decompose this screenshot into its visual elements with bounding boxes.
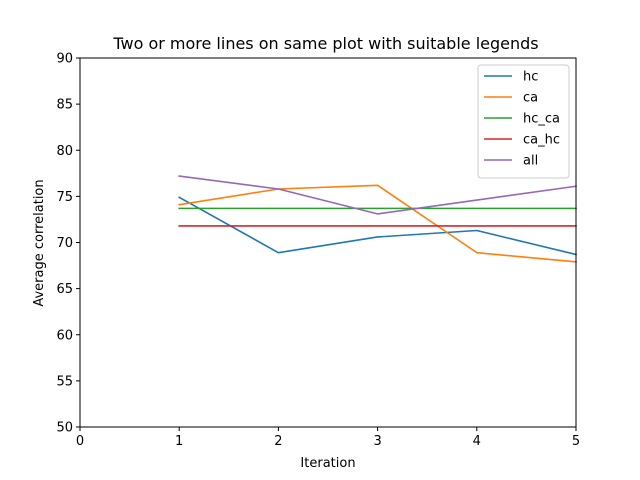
series-line-ca	[178, 184, 577, 263]
y-axis-label: Average correlation	[32, 179, 47, 306]
legend-label-hc: hc	[523, 70, 538, 85]
y-tick-label: 75	[56, 190, 73, 205]
x-axis: 0 1 2 3 4 5	[76, 427, 580, 449]
y-axis: 50 55 60 65 70 75 80 85 90	[56, 52, 80, 436]
x-axis-label: Iteration	[300, 456, 355, 471]
y-tick-label: 50	[56, 421, 73, 436]
legend-label-ca: ca	[523, 91, 538, 106]
y-tick-label: 65	[56, 282, 73, 297]
x-tick-label: 3	[373, 434, 381, 449]
y-tick-label: 90	[56, 52, 73, 67]
y-tick-label: 55	[56, 374, 73, 389]
x-tick-label: 0	[76, 434, 84, 449]
series-line-hc	[178, 196, 577, 256]
x-tick-label: 1	[175, 434, 183, 449]
legend-label-hc-ca: hc_ca	[523, 112, 560, 127]
legend-label-all: all	[523, 154, 538, 169]
y-tick-label: 70	[56, 236, 73, 251]
y-tick-label: 80	[56, 144, 73, 159]
legend-label-ca-hc: ca_hc	[523, 133, 560, 148]
series-line-all	[178, 175, 577, 215]
x-tick-label: 4	[473, 434, 481, 449]
x-tick-label: 5	[572, 434, 580, 449]
x-tick-label: 2	[274, 434, 282, 449]
y-tick-label: 85	[56, 98, 73, 113]
y-tick-label: 60	[56, 328, 73, 343]
legend-box	[477, 64, 570, 179]
chart-title: Two or more lines on same plot with suit…	[112, 34, 538, 53]
series-layer	[178, 175, 577, 263]
